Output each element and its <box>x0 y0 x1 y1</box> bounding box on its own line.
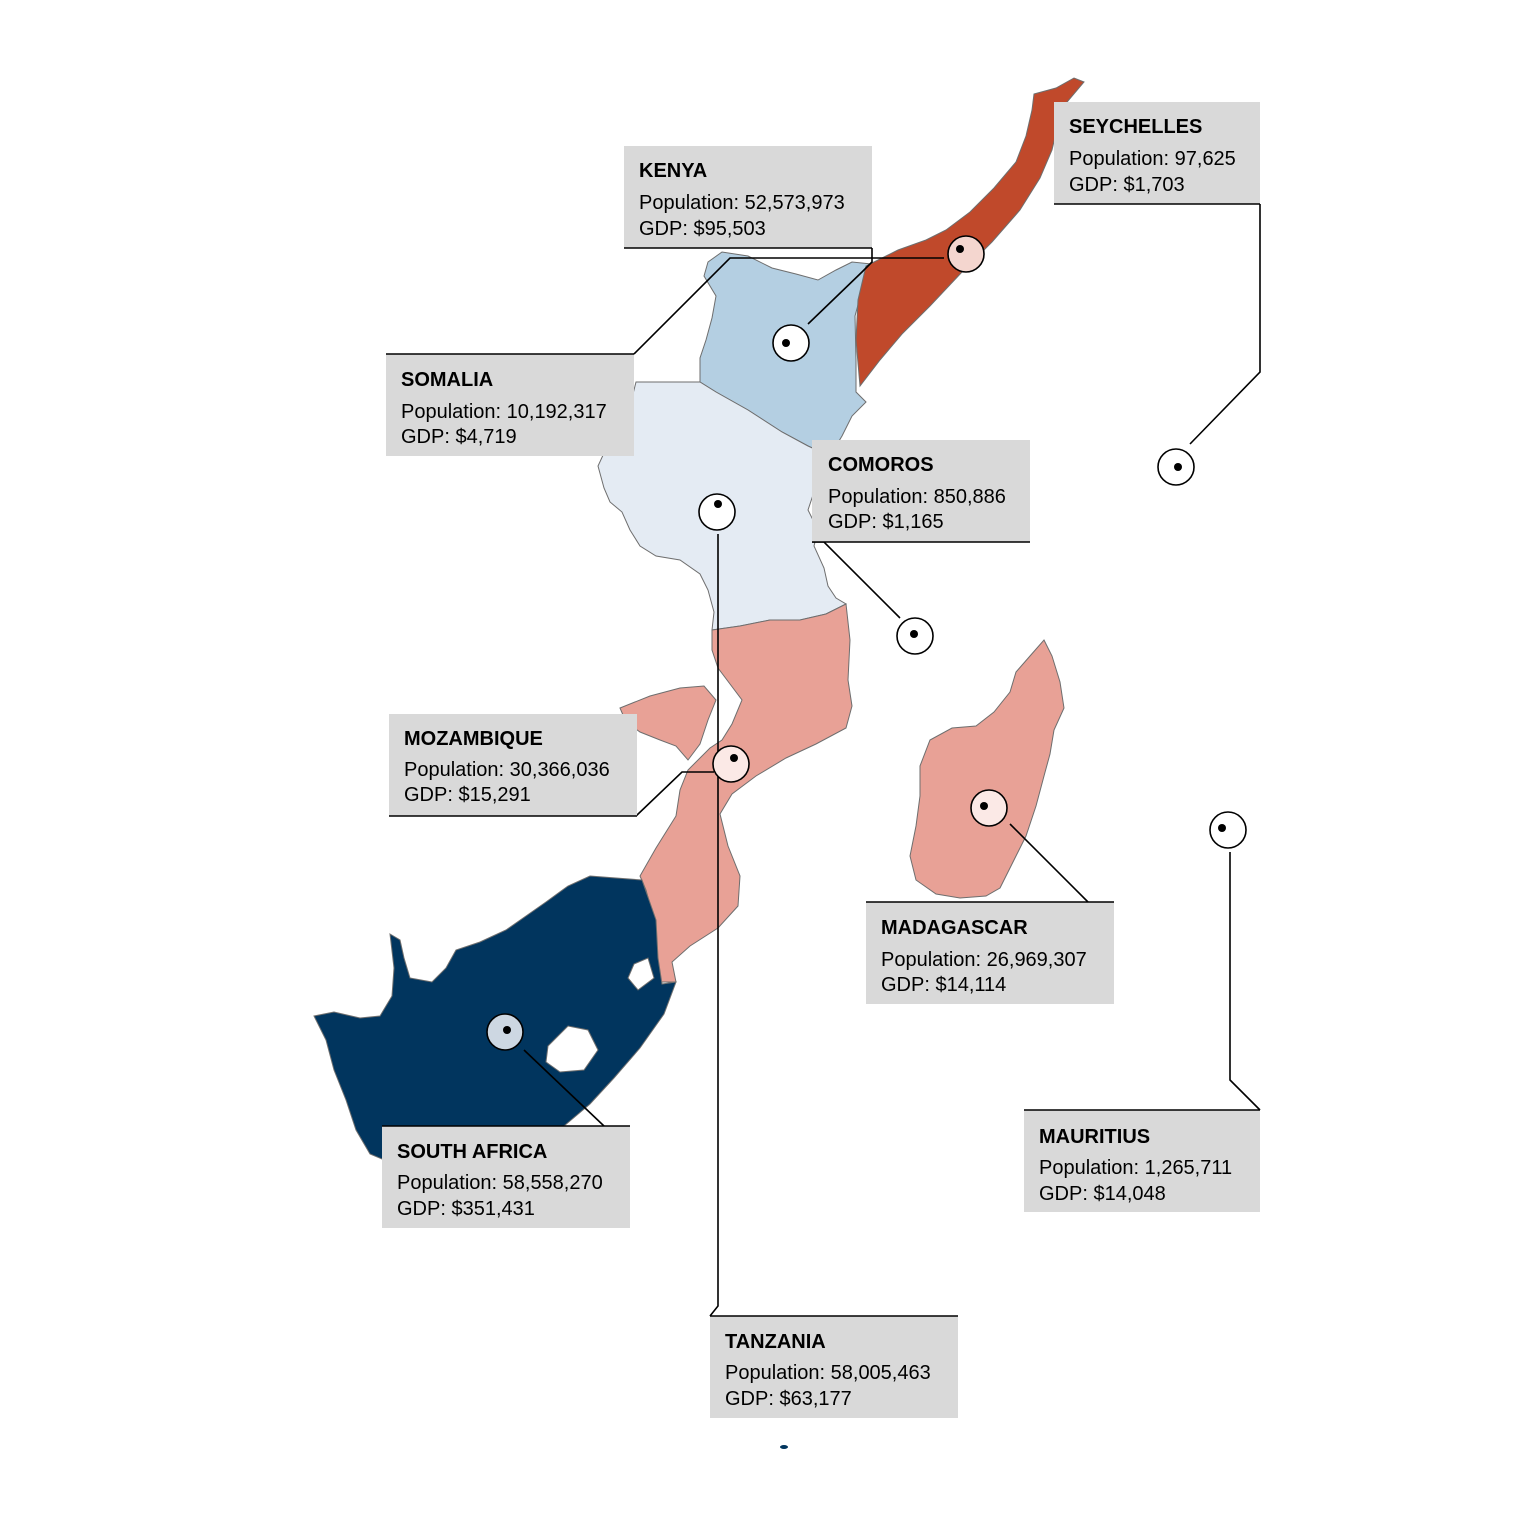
country-shape-mozambique-west[interactable] <box>619 685 717 761</box>
leader-line-kenya <box>807 248 873 325</box>
label-name-mozambique: MOZAMBIQUE <box>404 728 543 750</box>
label-name-madagascar: MADAGASCAR <box>881 917 1028 939</box>
marker-south-africa[interactable] <box>486 1013 524 1051</box>
info-label-mauritius[interactable]: MAURITIUS Population: 1,265,711 GDP: $14… <box>1024 1109 1260 1212</box>
label-gdp-mozambique: GDP: $15,291 <box>404 784 531 806</box>
marker-mauritius[interactable] <box>1209 811 1247 849</box>
label-gdp-tanzania: GDP: $63,177 <box>725 1388 852 1410</box>
label-name-comoros: COMOROS <box>828 454 934 476</box>
marker-mozambique[interactable] <box>712 745 750 783</box>
label-population-comoros: Population: 850,886 <box>828 486 1006 508</box>
label-gdp-comoros: GDP: $1,165 <box>828 511 944 533</box>
marker-kenya[interactable] <box>772 324 810 362</box>
label-population-south-africa: Population: 58,558,270 <box>397 1172 603 1194</box>
country-shape-madagascar[interactable] <box>909 639 1065 899</box>
island-speck <box>780 1445 788 1449</box>
label-population-tanzania: Population: 58,005,463 <box>725 1362 931 1384</box>
info-labels: KENYA Population: 52,573,973 GDP: $95,50… <box>382 102 1260 1418</box>
leader-line-seychelles <box>1189 204 1261 445</box>
marker-seychelles[interactable] <box>1157 448 1195 486</box>
markers <box>486 235 1247 1051</box>
marker-madagascar[interactable] <box>970 789 1008 827</box>
label-name-mauritius: MAURITIUS <box>1039 1126 1150 1148</box>
marker-comoros[interactable] <box>896 617 934 655</box>
label-gdp-south-africa: GDP: $351,431 <box>397 1198 535 1220</box>
info-label-madagascar[interactable]: MADAGASCAR Population: 26,969,307 GDP: $… <box>866 901 1114 1004</box>
label-population-madagascar: Population: 26,969,307 <box>881 949 1087 971</box>
marker-somalia[interactable] <box>947 235 985 273</box>
info-label-seychelles[interactable]: SEYCHELLES Population: 97,625 GDP: $1,70… <box>1054 102 1260 205</box>
label-population-mozambique: Population: 30,366,036 <box>404 759 610 781</box>
info-label-tanzania[interactable]: TANZANIA Population: 58,005,463 GDP: $63… <box>710 1315 958 1418</box>
label-gdp-seychelles: GDP: $1,703 <box>1069 174 1185 196</box>
label-gdp-somalia: GDP: $4,719 <box>401 426 517 448</box>
label-population-kenya: Population: 52,573,973 <box>639 192 845 214</box>
leader-line-mauritius <box>1229 852 1261 1111</box>
label-name-tanzania: TANZANIA <box>725 1331 826 1353</box>
leader-line-south-africa <box>523 1049 605 1127</box>
label-name-seychelles: SEYCHELLES <box>1069 116 1202 138</box>
country-shape-somalia[interactable] <box>855 77 1085 388</box>
leader-line-madagascar <box>1009 823 1089 903</box>
marker-tanzania[interactable] <box>698 493 736 531</box>
label-gdp-madagascar: GDP: $14,114 <box>881 974 1006 996</box>
country-shape-mozambique[interactable] <box>639 603 853 983</box>
info-label-mozambique[interactable]: MOZAMBIQUE Population: 30,366,036 GDP: $… <box>389 714 637 817</box>
label-gdp-mauritius: GDP: $14,048 <box>1039 1183 1166 1205</box>
label-population-mauritius: Population: 1,265,711 <box>1039 1157 1232 1179</box>
label-population-somalia: Population: 10,192,317 <box>401 401 607 423</box>
leader-line-somalia <box>633 257 944 355</box>
info-label-somalia[interactable]: SOMALIA Population: 10,192,317 GDP: $4,7… <box>386 353 634 456</box>
label-name-south-africa: SOUTH AFRICA <box>397 1141 547 1163</box>
label-gdp-kenya: GDP: $95,503 <box>639 218 766 240</box>
label-name-somalia: SOMALIA <box>401 369 493 391</box>
leader-line-tanzania <box>709 534 719 1317</box>
label-name-kenya: KENYA <box>639 160 707 182</box>
info-label-kenya[interactable]: KENYA Population: 52,573,973 GDP: $95,50… <box>624 146 872 249</box>
label-population-seychelles: Population: 97,625 <box>1069 148 1236 170</box>
leader-line-mozambique <box>635 771 714 817</box>
info-label-south-africa[interactable]: SOUTH AFRICA Population: 58,558,270 GDP:… <box>382 1125 630 1228</box>
info-label-comoros[interactable]: COMOROS Population: 850,886 GDP: $1,165 <box>812 440 1030 543</box>
